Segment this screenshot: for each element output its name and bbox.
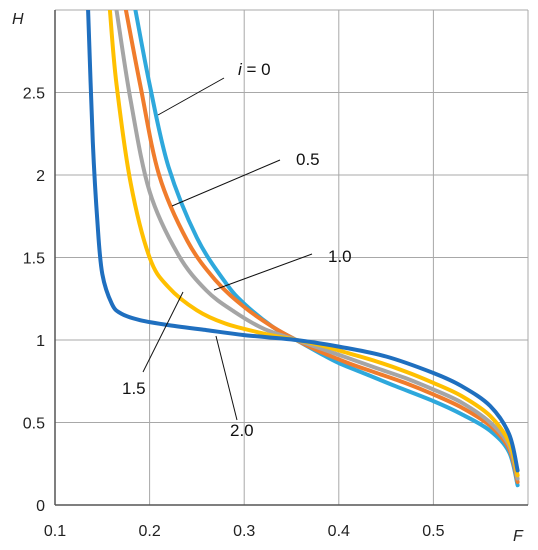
annotation-1-5: 1.5 [122,379,146,398]
axes [54,10,528,506]
annotation-i0: i = 0 [238,60,271,79]
x-tick-label: 0.2 [138,523,160,540]
y-tick-label: 1.5 [23,251,45,268]
y-tick-label: 2 [36,168,45,185]
series-line-1 [123,10,520,484]
y-tick-label: 2.5 [23,86,45,103]
annotation-0-5: 0.5 [296,150,320,169]
annotation-i0-prefix: i [238,60,243,79]
x-tick-label: 0.5 [422,523,444,540]
series-line-4 [86,10,520,473]
annotation-leader-1 [171,159,281,207]
y-axis-label: H [12,11,24,28]
y-tick-label: 1 [36,333,45,350]
x-tick-label: 0.3 [233,523,255,540]
annotation-leader-3 [142,291,184,373]
annotation-1-0: 1.0 [328,247,352,266]
y-tick-label: 0.5 [23,416,45,433]
series-group [86,10,520,488]
series-line-2 [114,10,520,481]
annotation-leader-2 [213,253,313,291]
y-tick-label: 0 [36,498,45,515]
annotation-leader-0 [157,77,225,116]
annotation-leader-4 [215,335,238,421]
x-tick-label: 0.4 [328,523,350,540]
x-tick-label: 0.1 [44,523,66,540]
annotation-2-0: 2.0 [230,421,254,440]
x-axis-label: F [513,528,524,545]
tick-labels: 0.1 0.2 0.3 0.4 0.5 0 0.5 1 1.5 2 2.5 [23,86,445,541]
annotation-i0-rest: = 0 [242,60,271,79]
annotation-leaders [142,77,313,421]
